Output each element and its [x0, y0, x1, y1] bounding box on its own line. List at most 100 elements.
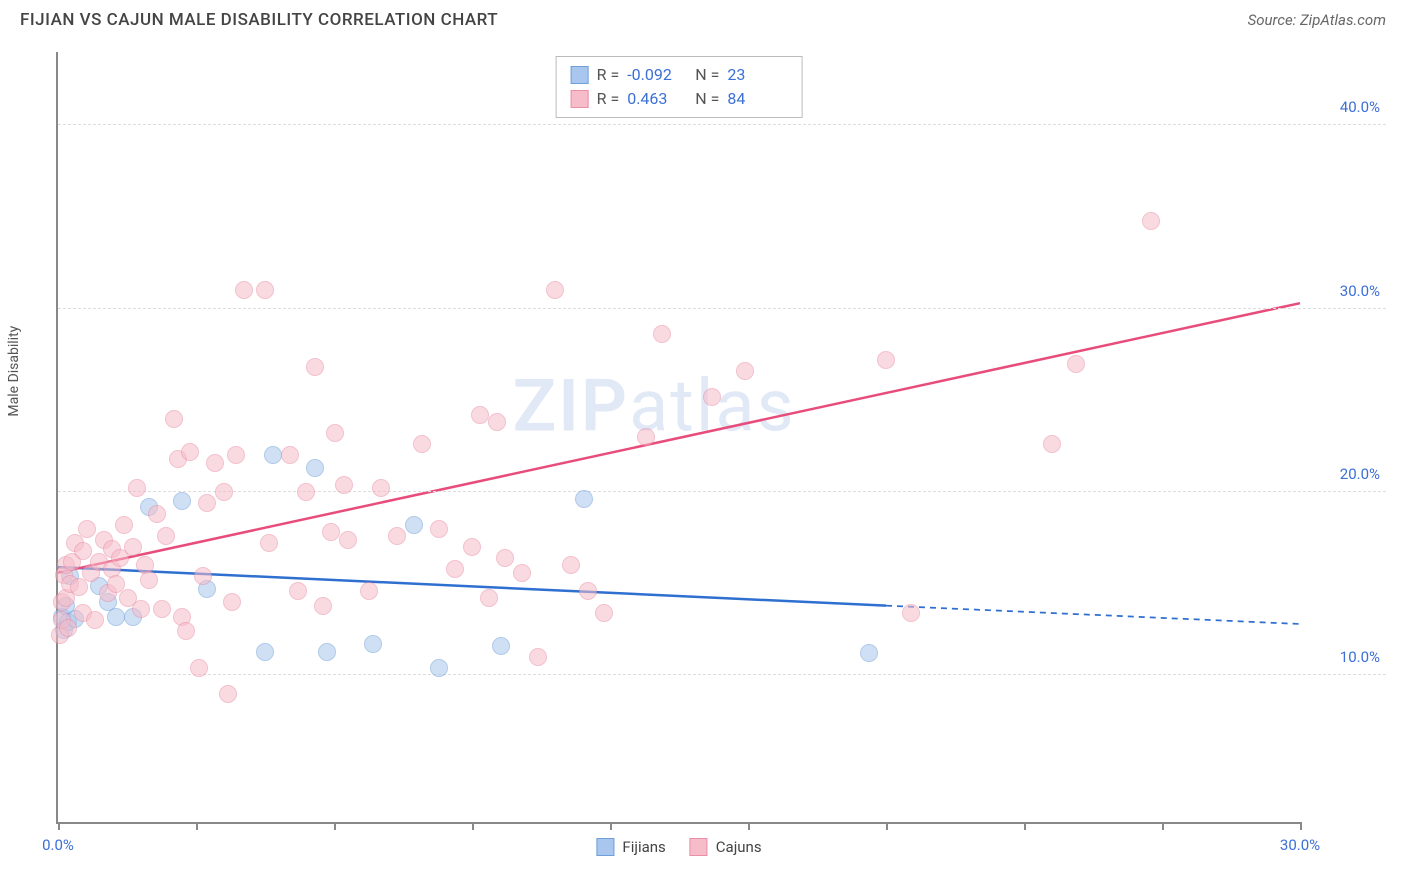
data-point	[430, 520, 448, 538]
y-tick-label: 10.0%	[1340, 648, 1380, 666]
x-tick	[1162, 822, 1164, 830]
data-point	[492, 637, 510, 655]
data-point	[314, 597, 332, 615]
x-tick	[334, 822, 336, 830]
data-point	[235, 281, 253, 299]
data-point	[405, 516, 423, 534]
data-point	[140, 571, 158, 589]
data-point	[124, 538, 142, 556]
data-point	[595, 604, 613, 622]
x-tick	[1300, 822, 1302, 830]
data-point	[215, 483, 233, 501]
x-tick	[1024, 822, 1026, 830]
data-point	[637, 428, 655, 446]
data-point	[463, 538, 481, 556]
data-point	[430, 659, 448, 677]
data-point	[546, 281, 564, 299]
data-point	[128, 479, 146, 497]
data-point	[388, 527, 406, 545]
data-point	[260, 534, 278, 552]
data-point	[132, 600, 150, 618]
data-point	[227, 446, 245, 464]
data-point	[1142, 212, 1160, 230]
data-point	[153, 600, 171, 618]
source-label: Source: ZipAtlas.com	[1248, 11, 1386, 29]
data-point	[703, 388, 721, 406]
data-point	[877, 351, 895, 369]
data-point	[335, 476, 353, 494]
data-point	[219, 685, 237, 703]
data-point	[70, 578, 88, 596]
data-point	[264, 446, 282, 464]
scatter-plot: ZIPatlas R = -0.092 N = 23 R = 0.463 N =…	[56, 52, 1300, 824]
data-point	[194, 567, 212, 585]
data-point	[372, 479, 390, 497]
data-point	[496, 549, 514, 567]
data-point	[339, 531, 357, 549]
data-point	[562, 556, 580, 574]
x-tick	[58, 822, 60, 830]
data-point	[364, 635, 382, 653]
legend-item: Fijians	[596, 838, 665, 856]
data-point	[326, 424, 344, 442]
data-point	[902, 604, 920, 622]
x-tick	[748, 822, 750, 830]
data-point	[322, 523, 340, 541]
series-legend: Fijians Cajuns	[596, 838, 761, 856]
data-point	[256, 281, 274, 299]
legend-label: Cajuns	[716, 838, 762, 856]
data-point	[579, 582, 597, 600]
data-point	[107, 608, 125, 626]
data-point	[173, 492, 191, 510]
data-point	[306, 459, 324, 477]
data-point	[1067, 355, 1085, 373]
x-tick-label: 30.0%	[1280, 836, 1320, 854]
data-point	[653, 325, 671, 343]
data-point	[157, 527, 175, 545]
legend-label: Fijians	[622, 838, 665, 856]
data-point	[488, 413, 506, 431]
y-tick-label: 30.0%	[1340, 282, 1380, 300]
data-point	[289, 582, 307, 600]
data-point	[206, 454, 224, 472]
x-tick	[886, 822, 888, 830]
data-point	[256, 643, 274, 661]
data-point	[190, 659, 208, 677]
data-point	[360, 582, 378, 600]
data-point	[413, 435, 431, 453]
chart-area: Male Disability ZIPatlas R = -0.092 N = …	[20, 46, 1388, 862]
data-point	[860, 644, 878, 662]
y-axis-label: Male Disability	[6, 326, 22, 417]
trend-line-extension	[886, 606, 1300, 624]
y-tick-label: 20.0%	[1340, 465, 1380, 483]
x-tick	[610, 822, 612, 830]
legend-swatch	[596, 838, 614, 856]
data-point	[306, 358, 324, 376]
data-point	[223, 593, 241, 611]
data-point	[78, 520, 96, 538]
gridline	[58, 491, 1386, 492]
y-tick-label: 40.0%	[1340, 98, 1380, 116]
data-point	[74, 542, 92, 560]
data-point	[177, 622, 195, 640]
gridline	[58, 674, 1386, 675]
data-point	[198, 494, 216, 512]
data-point	[115, 516, 133, 534]
x-tick-label: 0.0%	[42, 836, 74, 854]
legend-swatch	[690, 838, 708, 856]
trend-line	[58, 567, 886, 606]
data-point	[471, 406, 489, 424]
data-point	[529, 648, 547, 666]
chart-title: FIJIAN VS CAJUN MALE DISABILITY CORRELAT…	[20, 10, 498, 30]
data-point	[297, 483, 315, 501]
legend-item: Cajuns	[690, 838, 762, 856]
data-point	[181, 443, 199, 461]
data-point	[148, 505, 166, 523]
data-point	[575, 490, 593, 508]
data-point	[86, 611, 104, 629]
data-point	[1043, 435, 1061, 453]
x-tick	[472, 822, 474, 830]
trend-line	[58, 303, 1300, 573]
gridline	[58, 124, 1386, 125]
trend-lines	[58, 52, 1300, 822]
